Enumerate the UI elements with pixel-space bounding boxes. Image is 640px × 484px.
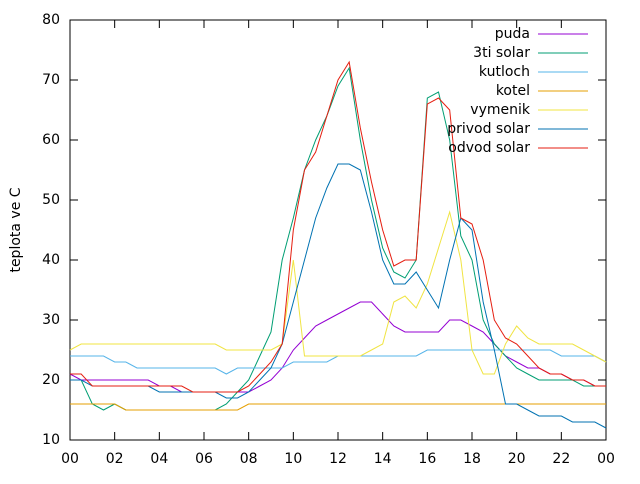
x-tick-label: 14	[374, 451, 392, 467]
legend-label: kotel	[496, 83, 530, 99]
legend-label: 3ti solar	[473, 45, 530, 61]
y-tick-label: 80	[42, 12, 60, 28]
x-tick-label: 04	[150, 451, 168, 467]
x-tick-label: 06	[195, 451, 213, 467]
x-tick-label: 10	[284, 451, 302, 467]
x-tick-label: 12	[329, 451, 347, 467]
series-line	[70, 66, 606, 411]
y-tick-label: 70	[42, 72, 60, 88]
y-tick-label: 50	[42, 192, 60, 208]
x-tick-label: 00	[597, 451, 615, 467]
y-tick-label: 60	[42, 132, 60, 148]
x-tick-label: 00	[61, 451, 79, 467]
y-axis-label: teplota ve C	[8, 187, 24, 272]
series-line	[69, 210, 607, 375]
legend-label: puda	[495, 26, 530, 42]
series-line	[70, 60, 606, 393]
x-tick-label: 08	[240, 451, 258, 467]
y-tick-label: 30	[42, 312, 60, 328]
legend-label: odvod solar	[448, 140, 530, 156]
x-tick-label: 02	[106, 451, 124, 467]
series-line	[69, 301, 606, 393]
legend-label: kutloch	[479, 64, 530, 80]
x-tick-label: 18	[463, 451, 481, 467]
y-tick-label: 40	[42, 252, 60, 268]
series-line	[70, 163, 607, 429]
x-tick-label: 20	[508, 451, 526, 467]
y-tick-label: 10	[42, 432, 60, 448]
x-tick-label: 22	[552, 451, 570, 467]
legend-label: privod solar	[447, 121, 530, 137]
y-tick-label: 20	[42, 372, 60, 388]
x-tick-label: 16	[418, 451, 436, 467]
legend-label: vymenik	[470, 102, 531, 118]
